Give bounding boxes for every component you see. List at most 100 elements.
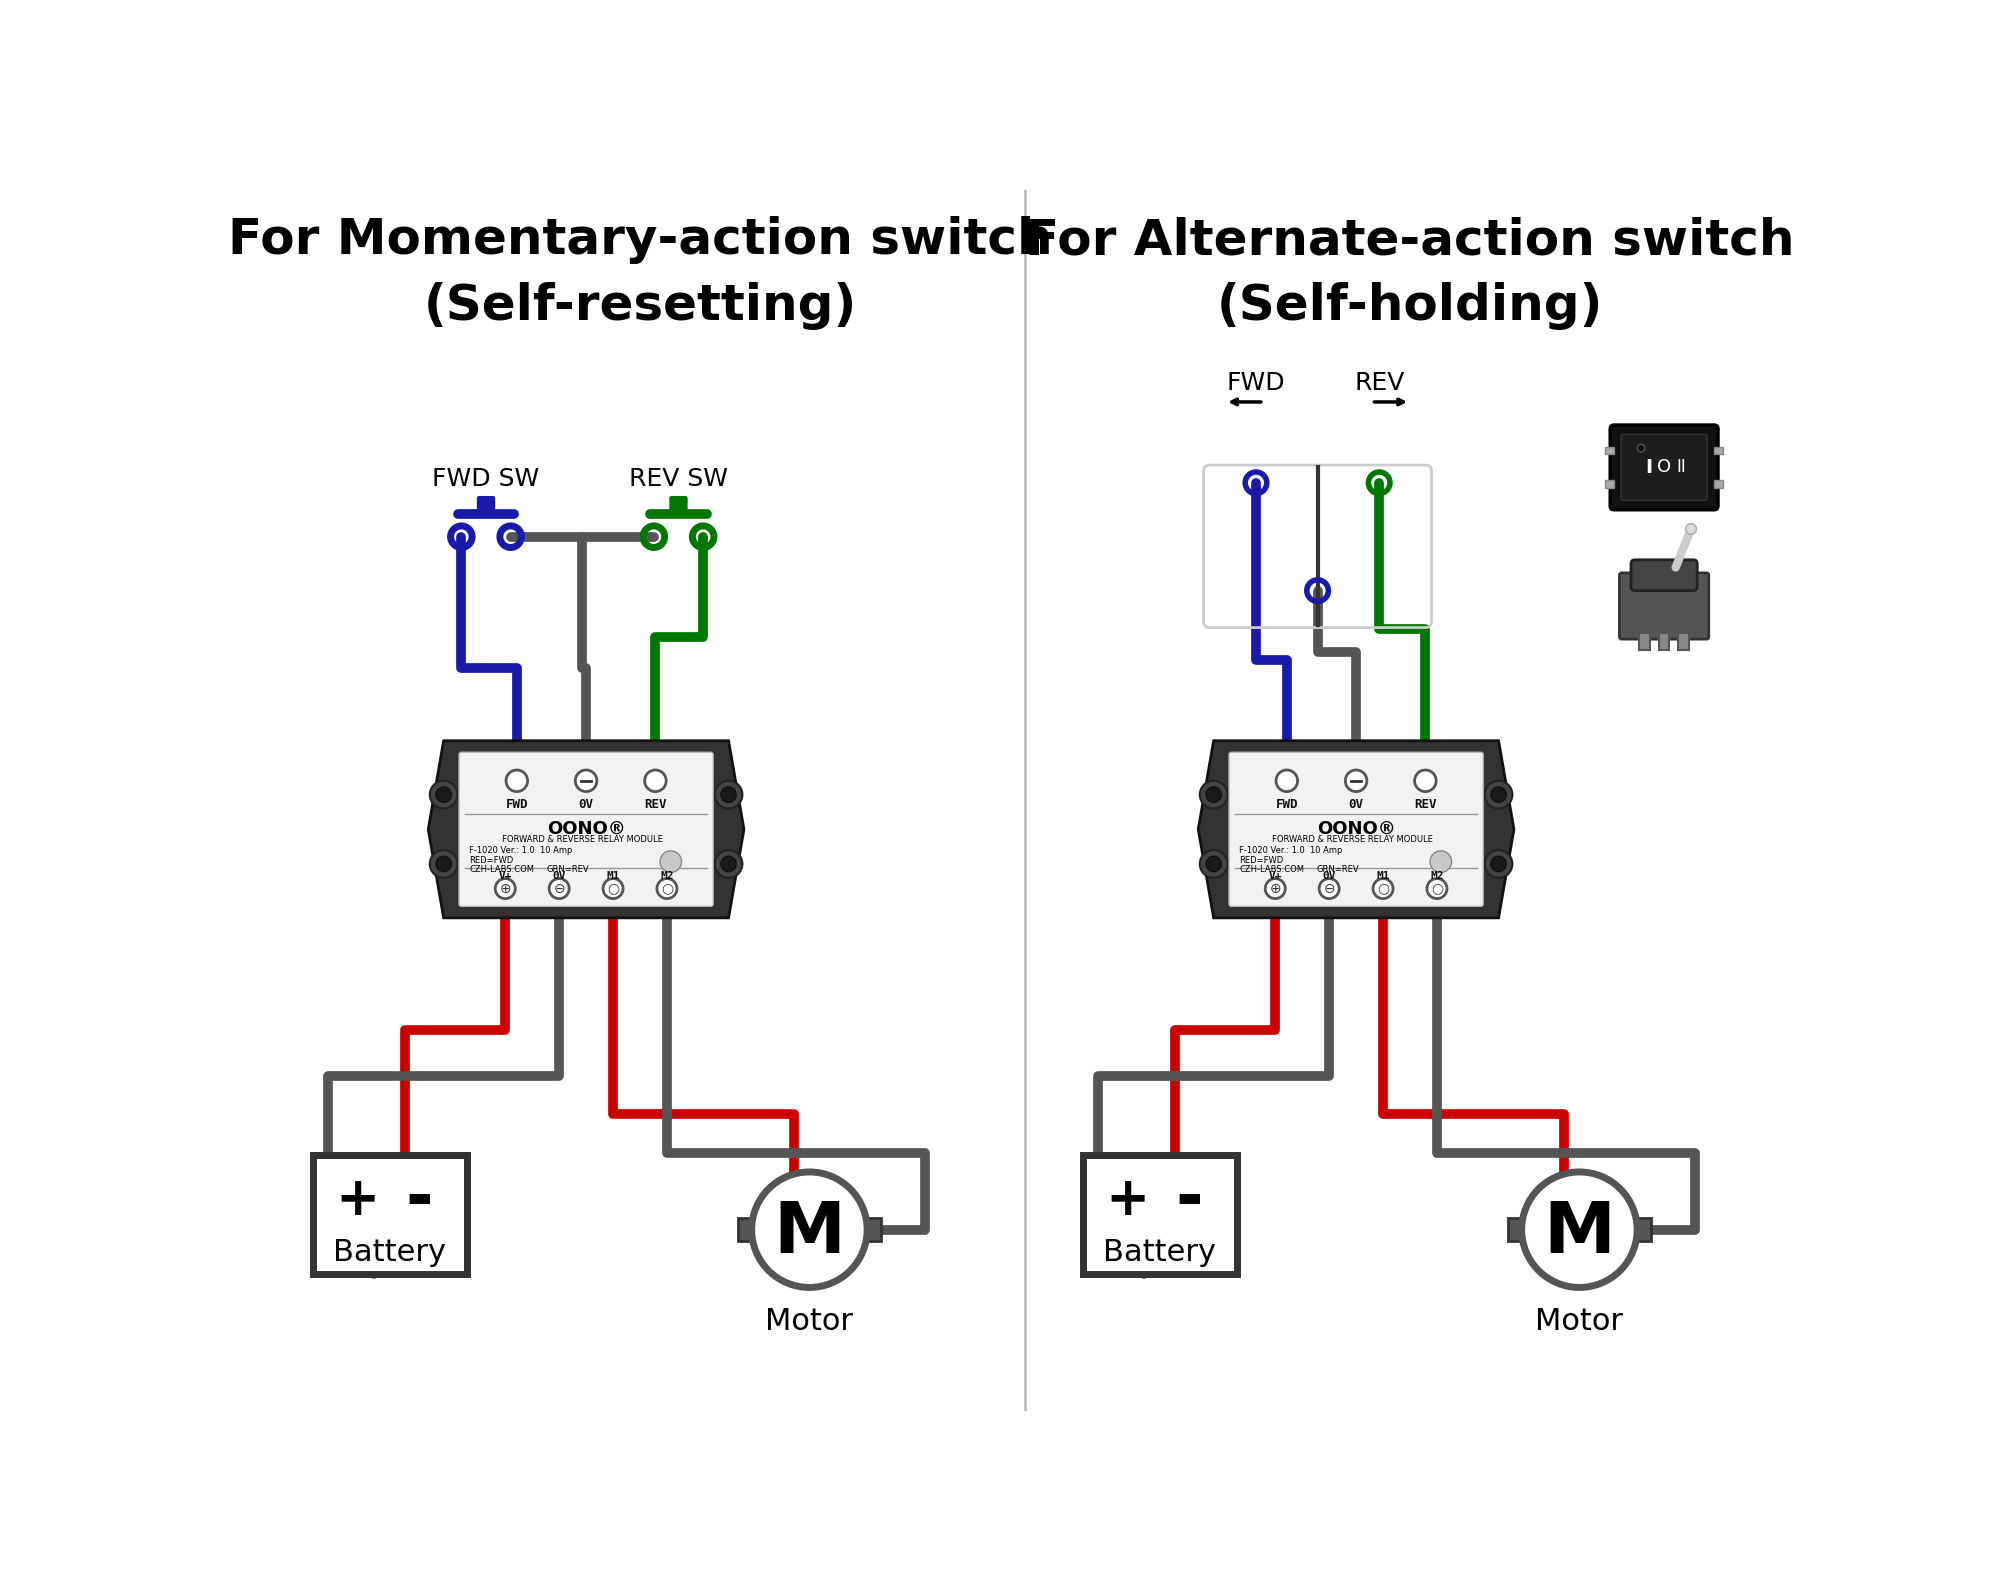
FancyBboxPatch shape: [1508, 1219, 1522, 1241]
Text: FWD: FWD: [1226, 371, 1286, 395]
Text: F-1020 Ver.: 1.0  10 Amp: F-1020 Ver.: 1.0 10 Amp: [1240, 846, 1342, 856]
Circle shape: [436, 786, 452, 802]
Text: CZH-LABS.COM: CZH-LABS.COM: [1240, 865, 1304, 875]
Circle shape: [430, 781, 458, 808]
Circle shape: [1484, 781, 1512, 808]
Circle shape: [720, 856, 736, 872]
Text: FWD: FWD: [506, 797, 528, 812]
Text: ⊕: ⊕: [500, 881, 512, 896]
Text: Battery: Battery: [1104, 1238, 1216, 1268]
Text: Motor: Motor: [766, 1306, 854, 1336]
Text: FORWARD & REVERSE RELAY MODULE: FORWARD & REVERSE RELAY MODULE: [1272, 835, 1432, 845]
Text: CZH-LABS.COM: CZH-LABS.COM: [470, 865, 534, 875]
Text: REV: REV: [644, 797, 666, 812]
Text: REV: REV: [1354, 371, 1404, 395]
FancyBboxPatch shape: [1678, 632, 1688, 650]
Circle shape: [714, 781, 742, 808]
Circle shape: [1276, 770, 1298, 791]
Text: For Alternate-action switch: For Alternate-action switch: [1026, 216, 1794, 265]
Text: RED=FWD: RED=FWD: [470, 856, 514, 865]
Circle shape: [1484, 850, 1512, 878]
Circle shape: [436, 856, 452, 872]
FancyBboxPatch shape: [1714, 480, 1724, 488]
Circle shape: [1686, 523, 1696, 534]
Circle shape: [430, 850, 458, 878]
Text: GRN=REV: GRN=REV: [1316, 865, 1358, 875]
Text: M1: M1: [606, 870, 620, 881]
Text: V+: V+: [498, 870, 512, 881]
Circle shape: [1638, 444, 1644, 452]
FancyBboxPatch shape: [1640, 632, 1650, 650]
Circle shape: [752, 1171, 868, 1287]
FancyBboxPatch shape: [1610, 425, 1718, 510]
FancyBboxPatch shape: [1230, 753, 1484, 907]
Text: V+: V+: [1268, 870, 1282, 881]
Text: +: +: [1106, 1174, 1150, 1227]
Circle shape: [1200, 781, 1228, 808]
FancyBboxPatch shape: [478, 496, 494, 515]
Circle shape: [1490, 786, 1506, 802]
Text: II: II: [1676, 458, 1686, 477]
Text: For Momentary-action switch: For Momentary-action switch: [228, 216, 1052, 265]
Polygon shape: [1198, 740, 1514, 918]
Text: (Self-holding): (Self-holding): [1216, 282, 1604, 330]
Text: +: +: [336, 1174, 380, 1227]
FancyBboxPatch shape: [460, 753, 714, 907]
Circle shape: [506, 770, 528, 791]
Text: ○: ○: [606, 881, 620, 896]
Text: -: -: [1176, 1168, 1202, 1233]
Text: 0V: 0V: [578, 797, 594, 812]
Text: OONO®: OONO®: [1316, 819, 1396, 838]
Text: ○: ○: [1376, 881, 1390, 896]
Text: M: M: [1544, 1198, 1616, 1268]
FancyBboxPatch shape: [1620, 434, 1708, 501]
Circle shape: [1522, 1171, 1638, 1287]
Text: I: I: [1646, 458, 1652, 477]
Text: FORWARD & REVERSE RELAY MODULE: FORWARD & REVERSE RELAY MODULE: [502, 835, 662, 845]
Circle shape: [1200, 850, 1228, 878]
FancyBboxPatch shape: [1604, 480, 1614, 488]
FancyBboxPatch shape: [670, 496, 686, 515]
Circle shape: [604, 878, 624, 899]
FancyBboxPatch shape: [1714, 447, 1724, 455]
Circle shape: [1426, 878, 1446, 899]
Text: M2: M2: [660, 870, 674, 881]
Text: OONO®: OONO®: [546, 819, 626, 838]
Circle shape: [1206, 786, 1222, 802]
FancyBboxPatch shape: [738, 1219, 752, 1241]
Text: 0V: 0V: [552, 870, 566, 881]
Text: M2: M2: [1430, 870, 1444, 881]
Circle shape: [550, 878, 570, 899]
FancyBboxPatch shape: [868, 1219, 882, 1241]
Circle shape: [1206, 856, 1222, 872]
FancyBboxPatch shape: [312, 1155, 466, 1274]
Text: Motor: Motor: [1536, 1306, 1624, 1336]
Circle shape: [656, 878, 676, 899]
Circle shape: [1490, 856, 1506, 872]
FancyBboxPatch shape: [1638, 1219, 1652, 1241]
Circle shape: [1346, 770, 1366, 791]
Text: ⊖: ⊖: [1324, 881, 1334, 896]
Circle shape: [714, 850, 742, 878]
Circle shape: [496, 878, 516, 899]
Circle shape: [644, 770, 666, 791]
Circle shape: [1430, 851, 1452, 872]
Circle shape: [576, 770, 596, 791]
Text: GRN=REV: GRN=REV: [546, 865, 588, 875]
Text: ○: ○: [1430, 881, 1444, 896]
Text: 0V: 0V: [1348, 797, 1364, 812]
Text: (Self-resetting): (Self-resetting): [424, 282, 856, 330]
Circle shape: [660, 851, 682, 872]
Circle shape: [1266, 878, 1286, 899]
Text: FWD: FWD: [1276, 797, 1298, 812]
FancyBboxPatch shape: [1082, 1155, 1236, 1274]
Text: FWD SW: FWD SW: [432, 466, 540, 490]
Circle shape: [720, 786, 736, 802]
FancyBboxPatch shape: [1658, 632, 1670, 650]
Text: 0V: 0V: [1322, 870, 1336, 881]
Text: ⊖: ⊖: [554, 881, 564, 896]
Text: REV SW: REV SW: [628, 466, 728, 490]
Text: M1: M1: [1376, 870, 1390, 881]
Text: F-1020 Ver.: 1.0  10 Amp: F-1020 Ver.: 1.0 10 Amp: [470, 846, 572, 856]
Text: Battery: Battery: [334, 1238, 446, 1268]
